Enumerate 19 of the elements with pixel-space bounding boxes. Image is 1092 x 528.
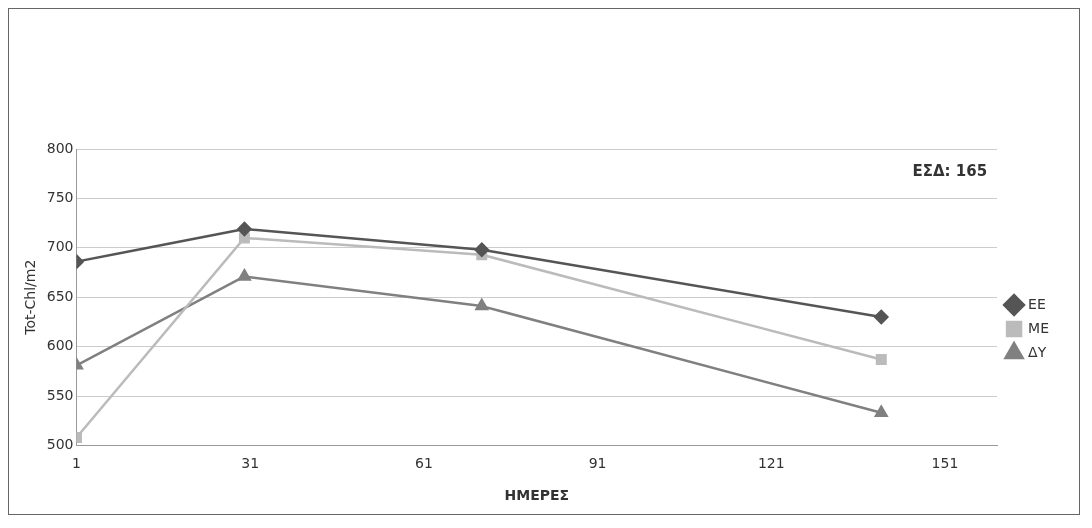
annotation: ΕΣΔ: 165 (912, 161, 988, 180)
legend-label: ΕΕ (1028, 295, 1046, 312)
x-tick-label: 1 (72, 455, 81, 472)
y-tick-label: 750 (46, 189, 74, 206)
legend-label: ΜΕ (1028, 319, 1050, 336)
y-tick-label: 650 (46, 287, 74, 304)
x-tick-label: 91 (588, 455, 607, 472)
x-axis-title: ΗΜΕΡΕΣ (504, 487, 570, 504)
y-tick-label: 500 (46, 436, 74, 453)
x-tick-label: 31 (241, 455, 260, 472)
y-tick-label: 800 (46, 139, 74, 156)
x-tick-label: 61 (414, 455, 433, 472)
y-tick-label: 550 (46, 386, 74, 403)
y-tick-label: 700 (46, 238, 74, 255)
y-tick-label: 600 (46, 337, 74, 354)
legend-label: ΔΥ (1028, 343, 1047, 360)
x-tick-label: 151 (931, 455, 959, 472)
x-tick-label: 121 (757, 455, 785, 472)
y-axis-title: Tot-Chl/m2 (22, 259, 39, 336)
